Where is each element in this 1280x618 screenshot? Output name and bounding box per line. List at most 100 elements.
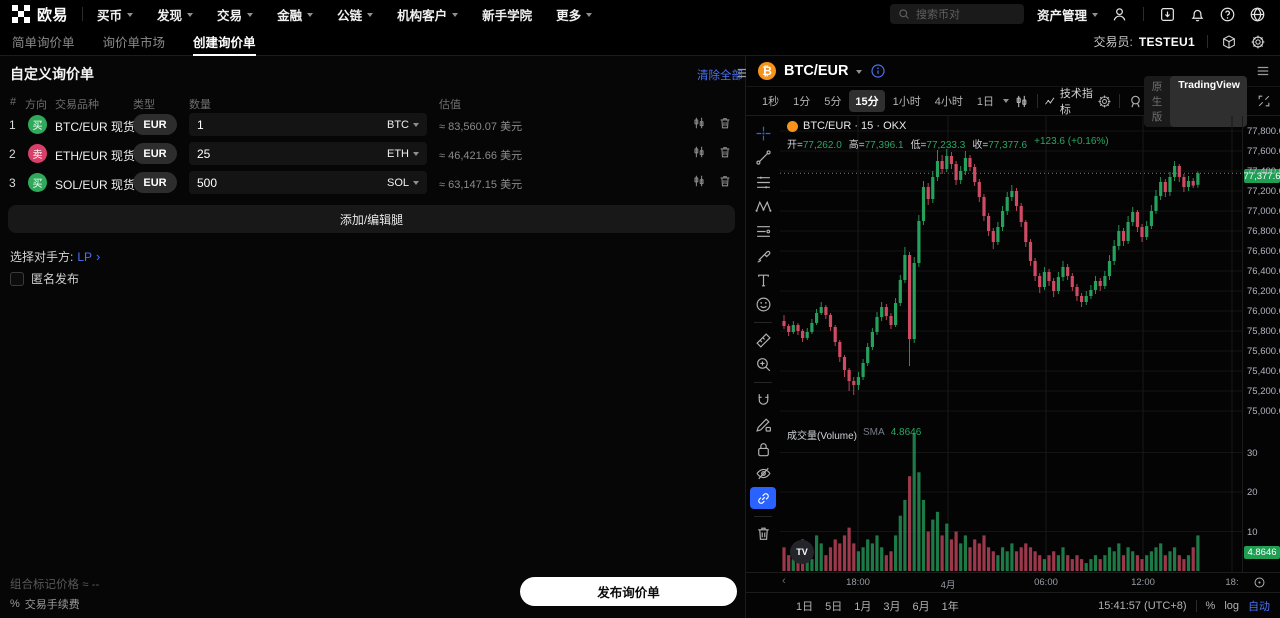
ruler-icon[interactable] xyxy=(750,329,776,351)
delete-leg-icon[interactable] xyxy=(718,116,732,130)
amount-field[interactable] xyxy=(197,175,387,190)
range-button[interactable]: 1日 xyxy=(796,600,814,613)
trend-line-icon[interactable] xyxy=(750,147,776,169)
clear-all-link[interactable]: 清除全部 xyxy=(697,70,743,82)
symbol-selector[interactable]: BTC/EUR xyxy=(784,63,849,79)
timeframe-button[interactable]: 4小时 xyxy=(934,96,963,108)
chart-leg-icon[interactable] xyxy=(692,145,706,159)
menu-item[interactable]: 更多 xyxy=(556,5,593,24)
collapse-arrow-icon[interactable]: ‹ xyxy=(782,575,786,587)
draw-pencil-icon[interactable] xyxy=(750,414,776,436)
chevron-down-icon[interactable] xyxy=(856,69,863,74)
type-pill[interactable]: EUR xyxy=(133,172,177,193)
type-pill[interactable]: EUR xyxy=(133,114,177,135)
range-button[interactable]: 3月 xyxy=(883,600,901,613)
menu-item[interactable]: 新手学院 xyxy=(482,5,532,24)
amount-field[interactable] xyxy=(197,117,387,132)
menu-item[interactable]: 金融 xyxy=(277,5,314,24)
search-input[interactable]: 搜索币对 xyxy=(889,4,1024,24)
tab-simple-rfq[interactable]: 简单询价单 xyxy=(12,36,75,50)
type-pill[interactable]: EUR xyxy=(133,143,177,164)
tab-create-rfq[interactable]: 创建询价单 xyxy=(193,28,256,56)
candlestick-chart[interactable] xyxy=(780,116,1242,572)
emoji-icon[interactable] xyxy=(750,294,776,316)
chevron-down-icon[interactable] xyxy=(413,181,419,185)
menu-item[interactable]: 发现 xyxy=(157,5,194,24)
text-tool-icon[interactable] xyxy=(750,269,776,291)
pair-chevron-icon[interactable]: › xyxy=(114,173,119,188)
help-icon[interactable] xyxy=(1219,6,1236,23)
percent-scale-button[interactable]: % xyxy=(1205,599,1216,612)
xabcd-pattern-icon[interactable] xyxy=(750,196,776,218)
delete-leg-icon[interactable] xyxy=(718,145,732,159)
timeframe-button[interactable]: 15分 xyxy=(849,90,885,112)
menu-item[interactable]: 公链 xyxy=(337,5,374,24)
timeframe-dropdown-icon[interactable] xyxy=(1003,99,1009,103)
magnet-icon[interactable] xyxy=(750,389,776,411)
rfq-board-icon[interactable] xyxy=(1220,33,1237,50)
time-axis[interactable]: ‹ 18:00 4月 06:00 12:00 18: xyxy=(746,572,1280,592)
tradingview-version-button[interactable]: TradingView xyxy=(1170,75,1248,127)
amount-field[interactable] xyxy=(197,146,387,161)
amount-input[interactable]: SOL xyxy=(189,171,427,194)
publish-rfq-button[interactable]: 发布询价单 xyxy=(520,577,737,606)
hide-eye-icon[interactable] xyxy=(750,463,776,485)
native-version-button[interactable]: 原生版 xyxy=(1151,80,1163,123)
chart-menu-icon[interactable] xyxy=(1256,64,1270,78)
lock-icon[interactable] xyxy=(750,438,776,460)
compare-icon[interactable] xyxy=(1127,91,1144,111)
delete-leg-icon[interactable] xyxy=(718,174,732,188)
crosshair-icon[interactable] xyxy=(750,122,776,144)
chevron-right-icon[interactable]: › xyxy=(96,249,101,264)
expand-icon[interactable] xyxy=(1255,91,1272,111)
timeframe-button[interactable]: 1分 xyxy=(793,96,811,108)
okx-logo[interactable]: 欧易 xyxy=(12,4,68,25)
col-header-side: 方向 xyxy=(25,99,47,111)
chevron-down-icon[interactable] xyxy=(413,152,419,156)
gear-icon[interactable] xyxy=(1249,33,1266,50)
position-tool-icon[interactable] xyxy=(750,220,776,242)
bell-icon[interactable] xyxy=(1189,6,1206,23)
download-icon[interactable] xyxy=(1159,6,1176,23)
range-button[interactable]: 5日 xyxy=(825,600,843,613)
menu-item[interactable]: 买币 xyxy=(97,5,134,24)
assets-menu[interactable]: 资产管理 xyxy=(1037,5,1098,24)
chart-leg-icon[interactable] xyxy=(692,174,706,188)
pair-chevron-icon[interactable]: › xyxy=(114,144,119,159)
log-scale-button[interactable]: log xyxy=(1224,599,1239,612)
chart-footer: 1日 5日 1月 3月 6月 1年 15:41:57 (UTC+8) % log 自动 xyxy=(746,592,1280,618)
range-button[interactable]: 1月 xyxy=(854,600,872,613)
indicators-button[interactable]: 技术指标 xyxy=(1044,85,1095,117)
add-edit-leg-button[interactable]: 添加/编辑腿 xyxy=(8,205,735,233)
amount-input[interactable]: ETH xyxy=(189,142,427,165)
timeframe-button[interactable]: 1日 xyxy=(976,96,994,108)
chart-type-icon[interactable] xyxy=(1013,91,1030,111)
auto-scale-button[interactable]: 自动 xyxy=(1248,600,1270,613)
chevron-down-icon[interactable] xyxy=(413,123,419,127)
counterparty-value-link[interactable]: LP xyxy=(77,249,93,264)
timeframe-button[interactable]: 1秒 xyxy=(762,96,780,108)
anonymous-checkbox[interactable] xyxy=(10,271,24,286)
menu-item[interactable]: 交易 xyxy=(217,5,254,24)
link-icon[interactable] xyxy=(750,487,776,509)
info-icon[interactable] xyxy=(870,63,886,79)
globe-icon[interactable] xyxy=(1249,6,1266,23)
chart-leg-icon[interactable] xyxy=(692,116,706,130)
brush-icon[interactable] xyxy=(750,245,776,267)
range-button[interactable]: 1年 xyxy=(941,600,959,613)
timeframe-button[interactable]: 5分 xyxy=(824,96,842,108)
menu-item[interactable]: 机构客户 xyxy=(397,5,459,24)
trash-icon[interactable] xyxy=(750,523,776,545)
tab-rfq-market[interactable]: 询价单市场 xyxy=(102,36,166,50)
pair-chevron-icon[interactable]: › xyxy=(114,115,119,130)
fib-lines-icon[interactable] xyxy=(750,171,776,193)
zoom-in-icon[interactable] xyxy=(750,354,776,376)
price-axis[interactable]: 77,377.6 4.8646 77,800.0 77,600.0 77,400.0… xyxy=(1242,116,1280,572)
timeframe-button[interactable]: 1小时 xyxy=(892,96,921,108)
user-icon[interactable] xyxy=(1111,6,1128,23)
amount-input[interactable]: BTC xyxy=(189,113,427,136)
scroll-to-realtime-icon[interactable] xyxy=(1253,576,1266,589)
range-button[interactable]: 6月 xyxy=(912,600,930,613)
clock[interactable]: 15:41:57 (UTC+8) xyxy=(1098,599,1187,612)
chart-settings-icon[interactable] xyxy=(1096,91,1113,111)
